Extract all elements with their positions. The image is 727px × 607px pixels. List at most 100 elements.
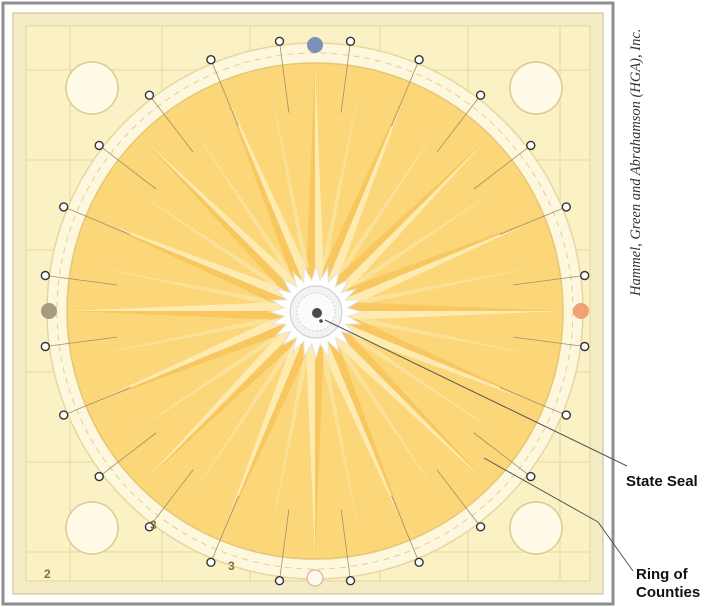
county-marker — [94, 140, 104, 151]
star-ray-light — [69, 302, 315, 311]
county-marker — [94, 471, 104, 482]
ring-of-counties-leader — [483, 457, 634, 572]
star-ray-light — [141, 137, 315, 311]
star-ray-secondary — [350, 333, 504, 437]
ring-spoke — [473, 432, 532, 477]
ring-spoke — [45, 336, 117, 347]
county-marker — [414, 557, 424, 567]
star-ray-light — [220, 311, 315, 539]
county-marker — [561, 410, 571, 420]
ring-spoke — [98, 145, 157, 190]
ring-spoke — [45, 275, 117, 286]
star-ray-light — [306, 311, 315, 557]
star-ray-dark — [315, 311, 324, 557]
corner-medallion-bottom-left — [65, 501, 119, 555]
ring-of-counties-label-line1: Ring of — [636, 566, 688, 583]
state-seal-label: State Seal — [626, 473, 698, 490]
star-ray-secondary — [270, 89, 310, 269]
star-ray-secondary — [126, 333, 280, 437]
star-ray-secondary — [320, 89, 360, 269]
star-ray-dark — [220, 311, 315, 539]
star-ray-dark — [87, 311, 315, 406]
county-marker — [579, 270, 590, 281]
county-marker — [144, 522, 155, 532]
ring-spoke — [149, 469, 194, 528]
star-ray-dark — [69, 311, 315, 320]
star-ray-secondary — [93, 266, 273, 306]
star-ray-light — [315, 83, 410, 311]
star-ray-dark — [220, 83, 315, 311]
star-ray-light — [315, 216, 543, 311]
compass-star — [69, 65, 561, 557]
seal-emblem — [312, 308, 322, 318]
floor-number-label: 2 — [44, 567, 51, 581]
ring-spoke — [149, 94, 194, 153]
star-ray-light — [87, 311, 315, 406]
county-marker — [526, 471, 536, 482]
county-marker — [526, 140, 536, 151]
ring-spoke — [499, 387, 567, 416]
ring-spoke — [391, 495, 420, 563]
ring-spokes — [45, 41, 585, 581]
ring-spoke — [279, 509, 290, 581]
ring-of-counties-label-line2: Counties — [636, 584, 701, 601]
county-marker — [274, 36, 285, 47]
ring-spoke — [340, 41, 351, 113]
star-ray-secondary — [337, 122, 441, 276]
ring-spoke — [210, 59, 239, 127]
star-ray-dark — [315, 216, 543, 311]
county-marker — [475, 522, 486, 532]
ring-spoke — [473, 145, 532, 190]
ring-spoke — [340, 509, 351, 581]
ring-spoke — [98, 432, 157, 477]
ring-spoke — [391, 59, 420, 127]
ring-spoke — [279, 41, 290, 113]
ring-spoke — [63, 387, 131, 416]
star-ray-dark — [315, 302, 561, 311]
star-ray-light — [87, 216, 315, 311]
star-ray-light — [315, 311, 410, 539]
state-seal — [268, 264, 364, 360]
star-ray-light — [315, 311, 489, 485]
state-seal-leader — [324, 319, 628, 467]
county-marker — [345, 575, 356, 586]
county-marker — [206, 557, 216, 567]
ring-spoke — [513, 275, 585, 286]
star-ray-secondary — [350, 185, 504, 289]
star-ray-secondary — [357, 266, 537, 306]
accent-disc-bottom — [306, 569, 324, 587]
accent-disc-left — [41, 303, 57, 319]
floor-number-label: 3 — [228, 559, 235, 573]
star-ray-light — [141, 311, 315, 485]
star-ray-light — [315, 311, 543, 406]
county-marker — [345, 36, 356, 47]
floor-number-label: 3 — [150, 518, 157, 532]
star-ray-secondary — [126, 185, 280, 289]
star-ray-secondary — [320, 353, 360, 533]
county-marker — [40, 270, 51, 281]
county-marker — [579, 341, 590, 352]
star-ray-secondary — [337, 346, 441, 500]
star-ray-secondary — [357, 316, 537, 356]
star-ray-secondary — [93, 316, 273, 356]
county-marker — [144, 90, 155, 100]
county-marker — [206, 55, 216, 65]
star-ray-light — [315, 137, 489, 311]
photo-credit-text: Hammel, Green and Abrahamson (HGA), Inc. — [628, 28, 644, 296]
star-ray-light — [315, 65, 324, 311]
star-ray-dark — [306, 65, 315, 311]
star-ray-secondary — [270, 353, 310, 533]
county-marker — [561, 202, 571, 212]
ring-spoke — [513, 336, 585, 347]
county-marker — [40, 341, 51, 352]
accent-disc-right — [573, 303, 589, 319]
corner-medallions — [65, 61, 563, 555]
photo-credit: Hammel, Green and Abrahamson (HGA), Inc. — [626, 8, 650, 298]
county-marker — [59, 410, 69, 420]
ring-spoke — [63, 206, 131, 235]
county-marker — [274, 575, 285, 586]
county-marker — [475, 90, 486, 100]
ring-spoke — [436, 469, 481, 528]
county-markers — [40, 36, 590, 586]
